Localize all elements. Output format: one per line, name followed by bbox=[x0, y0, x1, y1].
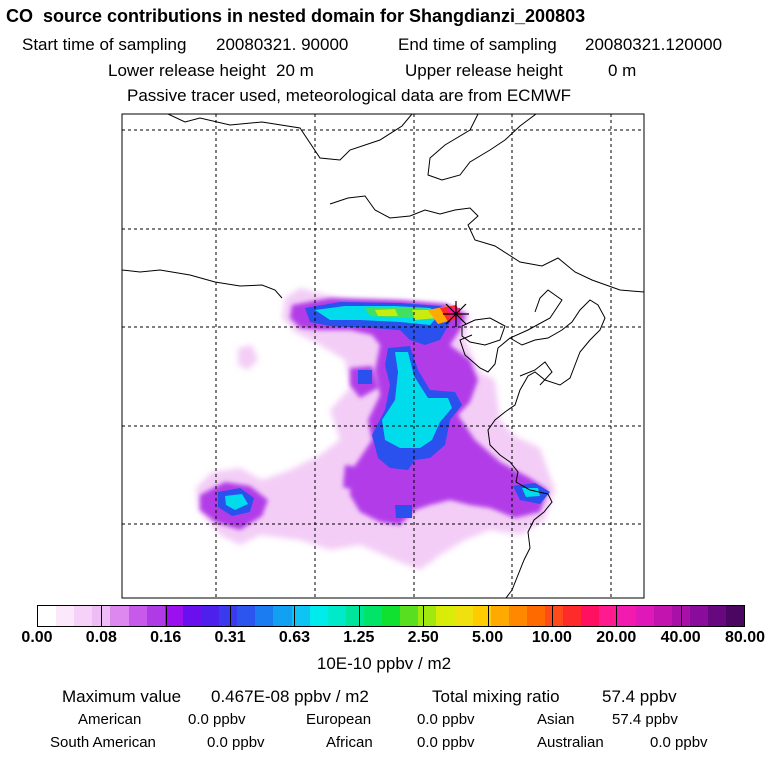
source-value-australian: 0.0 ppbv bbox=[650, 734, 708, 751]
source-value-american: 0.0 ppbv bbox=[188, 711, 246, 728]
colorbar-swatch bbox=[74, 606, 93, 626]
colorbar-swatch bbox=[418, 606, 437, 626]
lower-release-value: 20 m bbox=[276, 61, 314, 80]
colorbar-divider bbox=[358, 605, 360, 627]
colorbar-divider bbox=[294, 605, 296, 627]
colorbar-swatch bbox=[581, 606, 600, 626]
map-frame bbox=[121, 113, 645, 599]
colorbar-divider bbox=[616, 605, 618, 627]
end-time-label: End time of sampling bbox=[398, 35, 557, 54]
colorbar-tick-label: 40.00 bbox=[660, 629, 701, 646]
colorbar-swatch bbox=[653, 606, 672, 626]
colorbar-swatch bbox=[110, 606, 129, 626]
colorbar-tick-label: 2.50 bbox=[407, 629, 439, 646]
colorbar-tick-label: 0.16 bbox=[150, 629, 182, 646]
concentration-field bbox=[196, 288, 555, 570]
colorbar-swatch bbox=[164, 606, 183, 626]
source-label-european: European bbox=[306, 711, 372, 728]
colorbar-swatch bbox=[508, 606, 527, 626]
colorbar-swatch bbox=[200, 606, 220, 626]
colorbar-divider bbox=[551, 605, 553, 627]
source-value-asian: 57.4 ppbv bbox=[612, 711, 678, 728]
total-mixing-label: Total mixing ratio bbox=[432, 687, 560, 706]
start-time-label: Start time of sampling bbox=[22, 35, 187, 54]
source-label-african: African bbox=[326, 734, 373, 751]
colorbar-swatch bbox=[490, 606, 509, 626]
colorbar-swatch bbox=[436, 606, 455, 626]
colorbar-swatch bbox=[689, 606, 709, 626]
colorbar-tick-label: 0.63 bbox=[278, 629, 311, 646]
colorbar bbox=[37, 605, 745, 627]
source-label-australian: Australian bbox=[537, 734, 604, 751]
colorbar-swatch bbox=[255, 606, 274, 626]
colorbar-swatch bbox=[599, 606, 618, 626]
colorbar-divider bbox=[423, 605, 425, 627]
colorbar-swatch bbox=[363, 606, 383, 626]
colorbar-swatch bbox=[291, 606, 310, 626]
colorbar-tick-label: 1.25 bbox=[343, 629, 375, 646]
colorbar-tick-label: 80.00 bbox=[724, 629, 766, 646]
colorbar-divider bbox=[487, 605, 489, 627]
colorbar-swatch bbox=[708, 606, 727, 626]
colorbar-tick-label: 0.31 bbox=[214, 629, 246, 646]
colorbar-swatch bbox=[545, 606, 564, 626]
map-title: CO source contributions in nested domain… bbox=[6, 6, 586, 26]
max-value-label: Maximum value bbox=[62, 687, 182, 706]
colorbar-tick-label: 10.00 bbox=[531, 629, 572, 646]
colorbar-swatch bbox=[237, 606, 256, 626]
upper-release-value: 0 m bbox=[608, 61, 637, 80]
max-value: 0.467E-08 ppbv / m2 bbox=[211, 687, 369, 706]
footprint-map bbox=[121, 113, 645, 599]
colorbar-swatch bbox=[56, 606, 75, 626]
source-value-south-american: 0.0 ppbv bbox=[207, 734, 265, 751]
graticule bbox=[122, 114, 644, 598]
colorbar-swatch bbox=[617, 606, 636, 626]
colorbar-tick-label: 0.08 bbox=[85, 629, 117, 646]
colorbar-divider bbox=[101, 605, 103, 627]
tracer-note: Passive tracer used, meteorological data… bbox=[127, 86, 572, 105]
source-value-african: 0.0 ppbv bbox=[417, 734, 475, 751]
colorbar-swatch bbox=[182, 606, 201, 626]
colorbar-divider bbox=[230, 605, 232, 627]
colorbar-tick-label: 0.00 bbox=[21, 629, 53, 646]
coastlines bbox=[122, 114, 644, 598]
colorbar-swatch bbox=[345, 606, 364, 626]
source-label-south-american: South American bbox=[50, 734, 156, 751]
source-label-asian: Asian bbox=[537, 711, 575, 728]
colorbar-swatch bbox=[526, 606, 546, 626]
colorbar-swatch bbox=[563, 606, 582, 626]
colorbar-swatch bbox=[472, 606, 491, 626]
source-label-american: American bbox=[78, 711, 142, 728]
colorbar-swatch bbox=[219, 606, 238, 626]
colorbar-divider bbox=[680, 605, 682, 627]
colorbar-swatch bbox=[146, 606, 165, 626]
colorbar-swatch bbox=[454, 606, 473, 626]
receptor-asterisk-icon bbox=[443, 301, 469, 327]
colorbar-swatch bbox=[309, 606, 328, 626]
colorbar-tick-label: 5.00 bbox=[471, 629, 504, 646]
colorbar-swatch bbox=[38, 606, 57, 626]
source-value-european: 0.0 ppbv bbox=[417, 711, 475, 728]
colorbar-swatch bbox=[726, 606, 745, 626]
start-time-value: 20080321. 90000 bbox=[216, 35, 349, 54]
total-mixing-value: 57.4 ppbv bbox=[602, 687, 677, 706]
colorbar-swatch bbox=[382, 606, 401, 626]
colorbar-swatch bbox=[400, 606, 419, 626]
colorbar-swatch bbox=[273, 606, 292, 626]
end-time-value: 20080321.120000 bbox=[585, 35, 723, 54]
colorbar-swatch bbox=[327, 606, 346, 626]
colorbar-swatch bbox=[635, 606, 654, 626]
colorbar-tick-label: 20.00 bbox=[596, 629, 637, 646]
lower-release-label: Lower release height bbox=[108, 61, 266, 80]
colorbar-divider bbox=[165, 605, 167, 627]
colorbar-units: 10E-10 ppbv / m2 bbox=[316, 654, 452, 673]
colorbar-swatch bbox=[128, 606, 147, 626]
upper-release-label: Upper release height bbox=[405, 61, 563, 80]
